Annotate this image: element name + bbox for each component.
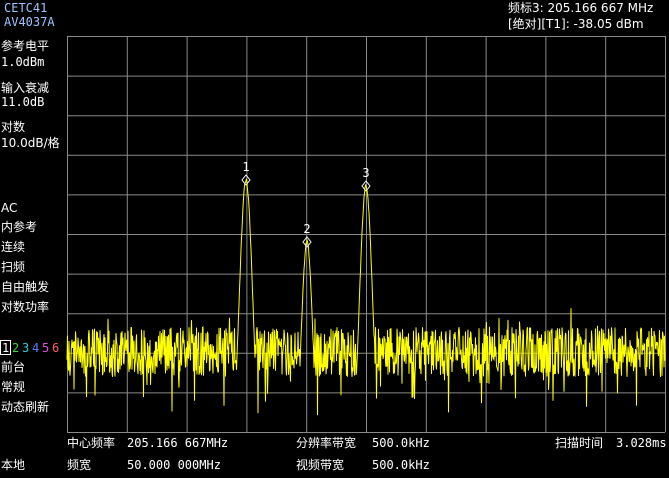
sidebar-mode: 连续 bbox=[1, 239, 25, 254]
trace-layer bbox=[66, 178, 666, 416]
sidebar-mode: 自由触发 bbox=[1, 279, 49, 294]
sidebar-mode: 扫频 bbox=[1, 260, 25, 274]
sidebar-label: 输入衰减 bbox=[1, 80, 49, 95]
active-trace-box bbox=[0, 340, 11, 355]
trace-number: 1 bbox=[2, 341, 9, 355]
sidebar-value: 11.0dB bbox=[1, 95, 44, 109]
trace-number: 2 bbox=[12, 341, 19, 355]
footer-value: 3.028ms bbox=[616, 436, 667, 450]
trace-number: 5 bbox=[42, 341, 49, 355]
footer-label: 扫描时间 bbox=[555, 436, 603, 450]
model-line: CETC41 bbox=[4, 1, 47, 15]
footer-value: 500.0kHz bbox=[372, 458, 430, 472]
trace-number: 4 bbox=[32, 341, 39, 355]
marker-label: 1 bbox=[242, 160, 249, 174]
footer-label: 频宽 bbox=[67, 457, 91, 472]
marker-label: 2 bbox=[303, 222, 310, 236]
trace-number: 6 bbox=[52, 341, 59, 355]
marker-diamond bbox=[361, 180, 371, 192]
footer-value: 50.000 000MHz bbox=[127, 458, 221, 472]
marker-readout: [绝对][T1]: -38.05 dBm bbox=[508, 16, 644, 31]
trace-mode: 前台 bbox=[1, 359, 25, 374]
sidebar-label: 对数 bbox=[1, 119, 25, 134]
marker-readout: 频标3: 205.166 667 MHz bbox=[508, 1, 653, 15]
trace-number: 3 bbox=[22, 341, 29, 355]
marker-label: 3 bbox=[362, 166, 369, 180]
marker-layer: 1 2 3 bbox=[241, 160, 371, 248]
sidebar-mode: 内参考 bbox=[1, 219, 37, 234]
footer-label: 分辨率带宽 bbox=[296, 435, 356, 450]
local-status: 本地 bbox=[1, 458, 25, 472]
marker-diamond bbox=[241, 174, 251, 186]
sidebar-mode: AC bbox=[1, 201, 17, 215]
footer-value: 500.0kHz bbox=[372, 436, 430, 450]
trace-mode: 常规 bbox=[1, 379, 25, 394]
graticule bbox=[67, 36, 666, 433]
footer-label: 视频带宽 bbox=[296, 457, 344, 472]
sidebar-label: 参考电平 bbox=[1, 38, 49, 53]
model-line: AV4037A bbox=[4, 15, 55, 29]
marker-diamond bbox=[302, 236, 312, 248]
footer-label: 中心频率 bbox=[67, 435, 115, 450]
footer-value: 205.166 667MHz bbox=[127, 436, 228, 450]
sidebar-mode: 对数功率 bbox=[1, 299, 49, 314]
sidebar-value: 10.0dB/格 bbox=[1, 135, 60, 150]
sidebar-value: 1.0dBm bbox=[1, 55, 44, 69]
trace-mode: 动态刷新 bbox=[1, 399, 49, 414]
spectrum-trace bbox=[66, 178, 666, 416]
